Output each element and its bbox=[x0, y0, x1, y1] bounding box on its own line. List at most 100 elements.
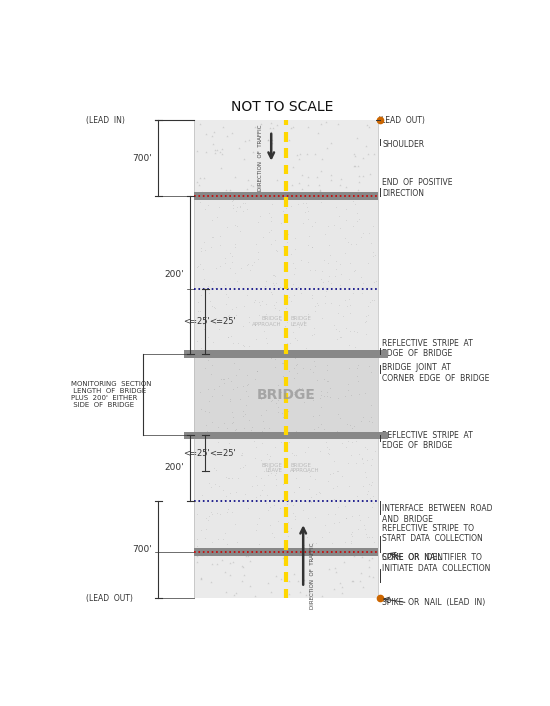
Point bbox=[314, 299, 323, 311]
Point bbox=[208, 508, 217, 520]
Point bbox=[362, 120, 371, 131]
Point bbox=[249, 146, 257, 157]
Point bbox=[356, 415, 365, 426]
Point bbox=[244, 174, 252, 186]
Point bbox=[232, 423, 241, 434]
Point bbox=[219, 373, 228, 384]
Point bbox=[326, 429, 335, 440]
Point bbox=[348, 526, 357, 537]
Point bbox=[259, 465, 268, 477]
Point bbox=[287, 295, 295, 306]
Point bbox=[350, 265, 359, 277]
Point bbox=[368, 501, 377, 513]
Point bbox=[241, 385, 250, 397]
Point bbox=[310, 300, 319, 311]
Point bbox=[342, 513, 351, 524]
Point bbox=[340, 537, 349, 548]
Point bbox=[344, 480, 353, 491]
Point bbox=[299, 315, 308, 326]
Point bbox=[333, 392, 342, 403]
Point bbox=[286, 522, 295, 534]
Point bbox=[293, 465, 302, 476]
Point bbox=[362, 529, 371, 540]
Point bbox=[368, 572, 377, 583]
Point bbox=[226, 487, 235, 498]
Point bbox=[290, 232, 299, 243]
Point bbox=[364, 511, 372, 522]
Point bbox=[210, 192, 218, 203]
Point bbox=[274, 515, 283, 526]
Point bbox=[320, 255, 328, 266]
Point bbox=[290, 510, 299, 522]
Point bbox=[207, 359, 216, 371]
Point bbox=[348, 287, 357, 299]
Point bbox=[232, 370, 240, 381]
Point bbox=[196, 118, 205, 129]
Point bbox=[345, 339, 354, 350]
Point bbox=[311, 188, 320, 199]
Point bbox=[320, 373, 328, 385]
Point bbox=[207, 131, 216, 142]
Point bbox=[334, 409, 343, 420]
Point bbox=[280, 321, 289, 332]
Point bbox=[269, 123, 278, 134]
Point bbox=[218, 188, 227, 199]
Point bbox=[294, 575, 302, 587]
Point bbox=[202, 128, 211, 140]
Point bbox=[216, 261, 224, 272]
Point bbox=[217, 143, 226, 155]
Point bbox=[244, 503, 252, 514]
Point bbox=[226, 395, 234, 407]
Point bbox=[350, 193, 359, 204]
Point bbox=[336, 180, 344, 191]
Point bbox=[327, 277, 336, 289]
Point bbox=[265, 122, 274, 133]
Point bbox=[336, 332, 345, 343]
Point bbox=[266, 502, 274, 513]
Point bbox=[369, 221, 378, 232]
Point bbox=[302, 202, 311, 213]
Point bbox=[192, 145, 201, 156]
Point bbox=[316, 118, 325, 129]
Point bbox=[369, 148, 378, 160]
Point bbox=[284, 365, 293, 376]
Bar bbox=[378, 350, 388, 358]
Point bbox=[289, 289, 298, 301]
Point bbox=[243, 550, 252, 561]
Point bbox=[205, 396, 213, 407]
Point bbox=[233, 337, 242, 349]
Point bbox=[199, 318, 208, 330]
Point bbox=[298, 383, 306, 394]
Point bbox=[321, 519, 329, 530]
Point bbox=[262, 489, 271, 501]
Point bbox=[270, 441, 279, 453]
Point bbox=[205, 287, 213, 299]
Point bbox=[358, 170, 367, 181]
Point bbox=[289, 508, 298, 519]
Point bbox=[192, 508, 201, 520]
Point bbox=[192, 541, 201, 552]
Point bbox=[353, 362, 361, 373]
Point bbox=[306, 470, 315, 481]
Point bbox=[347, 535, 356, 546]
Point bbox=[367, 237, 376, 249]
Point bbox=[265, 423, 274, 434]
Point bbox=[205, 510, 213, 521]
Point bbox=[299, 504, 308, 515]
Point bbox=[279, 553, 288, 564]
Text: DIRECTION  OF  TRAFFIC: DIRECTION OF TRAFFIC bbox=[258, 125, 263, 191]
Point bbox=[317, 402, 326, 413]
Point bbox=[298, 347, 307, 358]
Point bbox=[361, 316, 370, 328]
Point bbox=[271, 297, 280, 308]
Point bbox=[363, 489, 372, 500]
Point bbox=[354, 160, 363, 172]
Point bbox=[268, 347, 277, 358]
Point bbox=[264, 208, 273, 219]
Point bbox=[244, 317, 253, 328]
Point bbox=[329, 456, 338, 467]
Point bbox=[214, 324, 223, 335]
Point bbox=[348, 436, 357, 448]
Point bbox=[344, 378, 353, 390]
Point bbox=[229, 187, 238, 198]
